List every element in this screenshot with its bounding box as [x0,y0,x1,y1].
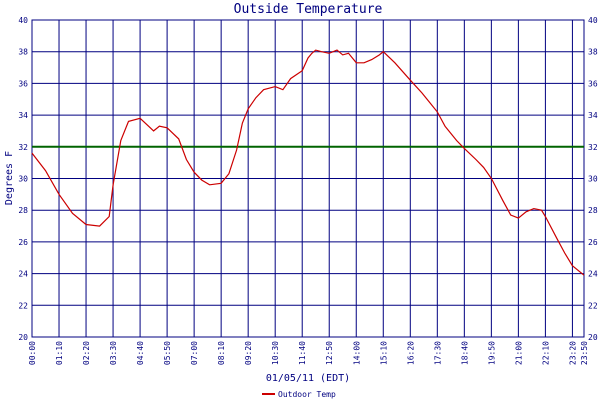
x-tick-label: 09:20 [244,341,253,365]
x-tick-label: 17:30 [433,341,442,365]
x-tick-label: 08:10 [217,341,226,365]
x-tick-label: 15:10 [379,341,388,365]
x-tick-label: 23:50 [580,341,589,365]
chart-title: Outside Temperature [234,2,383,17]
y-tick-label: 30 [18,175,28,184]
x-tick-label: 11:40 [298,341,307,365]
x-tick-label: 19:50 [487,341,496,365]
y-tick-label: 28 [18,206,28,215]
y-tick-label-right: 24 [588,270,598,279]
x-tick-label: 02:20 [82,341,91,365]
y-tick-labels-right: 20 22 24 26 28 30 32 34 36 38 40 [588,16,598,342]
y-tick-label-right: 38 [588,48,598,57]
x-tick-labels: 00:00 01:10 02:20 03:30 04:40 05:50 07:00 08:10… [28,341,589,365]
x-tick-label: 14:00 [352,341,361,365]
y-tick-labels-left: 20 22 24 26 28 30 32 34 36 38 40 [18,16,28,342]
x-tick-label: 03:30 [109,341,118,365]
x-tick-label: 12:50 [325,341,334,365]
x-tick-label: 07:00 [190,341,199,365]
x-tick-label: 05:50 [163,341,172,365]
legend: Outdoor Temp [262,390,336,399]
y-tick-label: 26 [18,238,28,247]
y-tick-label: 36 [18,79,28,88]
x-tick-label: 22:10 [541,341,550,365]
y-axis-label: Degrees F [4,151,15,205]
y-tick-label-right: 28 [588,206,598,215]
y-tick-label: 22 [18,301,28,310]
x-tick-label: 16:20 [406,341,415,365]
x-tick-label: 01:10 [55,341,64,365]
y-tick-label-right: 34 [588,111,598,120]
y-tick-label-right: 36 [588,79,598,88]
x-tick-label: 10:30 [271,341,280,365]
y-tick-label-right: 40 [588,16,598,25]
x-tick-label: 23:20 [568,341,577,365]
y-tick-label: 40 [18,16,28,25]
y-tick-label: 32 [18,143,28,152]
x-tick-label: 18:40 [460,341,469,365]
x-tick-label: 04:40 [136,341,145,365]
series-line-outdoor-temp [31,49,585,276]
y-tick-label-right: 26 [588,238,598,247]
y-tick-label: 38 [18,48,28,57]
x-axis-label: 01/05/11 (EDT) [266,373,350,384]
legend-label: Outdoor Temp [278,390,336,399]
y-tick-label-right: 20 [588,333,598,342]
y-tick-label: 24 [18,270,28,279]
y-tick-label-right: 22 [588,301,598,310]
y-tick-label: 34 [18,111,28,120]
y-tick-label-right: 32 [588,143,598,152]
y-tick-label: 20 [18,333,28,342]
x-tick-label: 00:00 [28,341,37,365]
x-tick-label: 21:00 [514,341,523,365]
y-tick-label-right: 30 [588,175,598,184]
